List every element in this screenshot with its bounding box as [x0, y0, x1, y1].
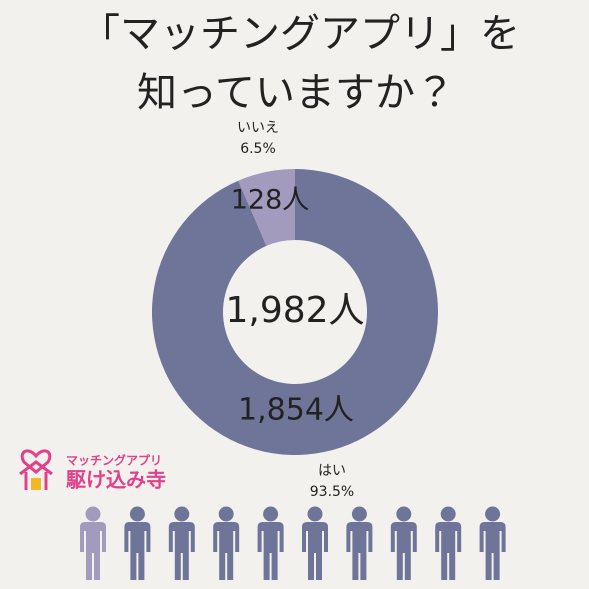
person-head: [263, 506, 279, 522]
percent-label: 6.5%: [240, 141, 276, 157]
person-body: [346, 522, 373, 580]
person-head: [85, 506, 101, 522]
person-body: [479, 522, 506, 580]
person-head: [307, 506, 323, 522]
person-head: [485, 506, 501, 522]
person-head: [218, 506, 234, 522]
category-label: はい: [318, 463, 346, 479]
person-body: [390, 522, 417, 580]
logo-heart: [20, 449, 52, 474]
person-head: [351, 506, 367, 522]
count-label: 128人: [231, 185, 310, 216]
category-label: いいえ: [237, 120, 279, 136]
person-head: [440, 506, 456, 522]
person-body: [80, 522, 106, 580]
people-row: [80, 506, 506, 580]
logo-name: 駆け込み寺: [66, 468, 166, 492]
logo-house: [19, 460, 53, 490]
donut-slice: [152, 169, 438, 455]
count-label: 1,854人: [238, 393, 354, 428]
total-label: 1,982人: [225, 290, 364, 331]
donut: [152, 169, 438, 455]
person-body: [435, 522, 462, 580]
person-head: [129, 506, 145, 522]
logo-door: [31, 478, 41, 490]
logo: マッチングアプリ 駆け込み寺: [19, 449, 166, 492]
person-body: [124, 522, 151, 580]
person-head: [174, 506, 190, 522]
donut-slice: [238, 169, 295, 246]
percent-label: 93.5%: [310, 484, 354, 500]
title-line: 知っていますか？: [137, 70, 455, 116]
person-body: [168, 522, 195, 580]
person-body: [213, 522, 240, 580]
title-line: 「マッチングアプリ」を: [80, 11, 520, 57]
person-head: [396, 506, 412, 522]
logo-tagline: マッチングアプリ: [66, 453, 162, 468]
person-body: [302, 522, 328, 580]
person-body: [257, 522, 284, 580]
